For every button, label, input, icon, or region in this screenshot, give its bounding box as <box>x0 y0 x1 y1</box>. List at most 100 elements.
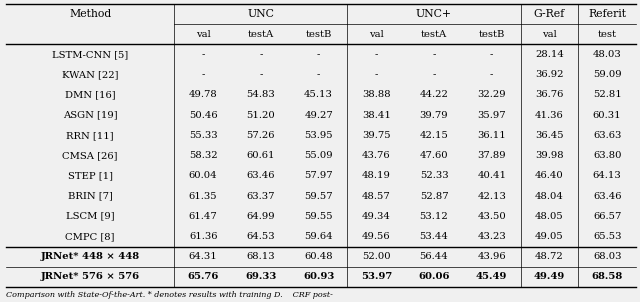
Text: 60.48: 60.48 <box>304 252 333 261</box>
Text: -: - <box>490 50 493 59</box>
Text: 59.55: 59.55 <box>304 212 333 221</box>
Text: val: val <box>196 30 211 39</box>
Text: 48.72: 48.72 <box>535 252 564 261</box>
Text: -: - <box>202 70 205 79</box>
Text: UNC: UNC <box>248 9 275 19</box>
Text: 39.98: 39.98 <box>535 151 564 160</box>
Text: 66.57: 66.57 <box>593 212 621 221</box>
Text: 48.57: 48.57 <box>362 191 390 201</box>
Text: -: - <box>433 50 436 59</box>
Text: 48.04: 48.04 <box>535 191 564 201</box>
Text: 39.79: 39.79 <box>420 111 449 120</box>
Text: 68.58: 68.58 <box>591 272 623 281</box>
Text: 63.63: 63.63 <box>593 131 621 140</box>
Text: -: - <box>490 70 493 79</box>
Text: 57.26: 57.26 <box>246 131 275 140</box>
Text: 63.80: 63.80 <box>593 151 621 160</box>
Text: 69.33: 69.33 <box>245 272 276 281</box>
Text: 60.04: 60.04 <box>189 171 218 180</box>
Text: 36.76: 36.76 <box>535 91 564 99</box>
Text: 49.49: 49.49 <box>534 272 565 281</box>
Text: 65.76: 65.76 <box>188 272 219 281</box>
Text: testA: testA <box>248 30 274 39</box>
Text: 53.12: 53.12 <box>420 212 449 221</box>
Text: 48.05: 48.05 <box>535 212 564 221</box>
Text: -: - <box>433 70 436 79</box>
Text: 42.15: 42.15 <box>420 131 449 140</box>
Text: test: test <box>598 30 617 39</box>
Text: 48.19: 48.19 <box>362 171 391 180</box>
Text: 46.40: 46.40 <box>535 171 564 180</box>
Text: 60.93: 60.93 <box>303 272 334 281</box>
Text: 42.13: 42.13 <box>477 191 506 201</box>
Text: UNC+: UNC+ <box>416 9 452 19</box>
Text: 59.64: 59.64 <box>304 232 333 241</box>
Text: 60.31: 60.31 <box>593 111 621 120</box>
Text: 60.61: 60.61 <box>246 151 275 160</box>
Text: 37.89: 37.89 <box>477 151 506 160</box>
Text: Referit: Referit <box>588 9 626 19</box>
Text: val: val <box>369 30 384 39</box>
Text: 38.88: 38.88 <box>362 91 390 99</box>
Text: RRN [11]: RRN [11] <box>67 131 114 140</box>
Text: DMN [16]: DMN [16] <box>65 91 115 99</box>
Text: 61.47: 61.47 <box>189 212 218 221</box>
Text: 52.87: 52.87 <box>420 191 449 201</box>
Text: G-Ref: G-Ref <box>534 9 565 19</box>
Text: 55.09: 55.09 <box>304 151 333 160</box>
Text: 47.60: 47.60 <box>420 151 449 160</box>
Text: 52.33: 52.33 <box>420 171 449 180</box>
Text: KWAN [22]: KWAN [22] <box>62 70 118 79</box>
Text: -: - <box>317 70 320 79</box>
Text: 57.97: 57.97 <box>304 171 333 180</box>
Text: 44.22: 44.22 <box>420 91 449 99</box>
Text: 49.56: 49.56 <box>362 232 390 241</box>
Text: 41.36: 41.36 <box>535 111 564 120</box>
Text: 64.13: 64.13 <box>593 171 621 180</box>
Text: testB: testB <box>305 30 332 39</box>
Text: 36.11: 36.11 <box>477 131 506 140</box>
Text: 53.44: 53.44 <box>420 232 449 241</box>
Text: 63.46: 63.46 <box>593 191 621 201</box>
Text: 43.96: 43.96 <box>477 252 506 261</box>
Text: JRNet* 576 × 576: JRNet* 576 × 576 <box>40 272 140 281</box>
Text: JRNet* 448 × 448: JRNet* 448 × 448 <box>40 252 140 261</box>
Text: -: - <box>374 70 378 79</box>
Text: 36.45: 36.45 <box>535 131 564 140</box>
Text: 45.13: 45.13 <box>304 91 333 99</box>
Text: STEP [1]: STEP [1] <box>68 171 113 180</box>
Text: Method: Method <box>69 9 111 19</box>
Text: 63.37: 63.37 <box>246 191 275 201</box>
Text: 45.49: 45.49 <box>476 272 508 281</box>
Text: 59.57: 59.57 <box>304 191 333 201</box>
Text: 49.78: 49.78 <box>189 91 218 99</box>
Text: 61.35: 61.35 <box>189 191 218 201</box>
Text: -: - <box>259 70 262 79</box>
Text: 51.20: 51.20 <box>246 111 275 120</box>
Text: 48.03: 48.03 <box>593 50 621 59</box>
Text: 53.95: 53.95 <box>304 131 333 140</box>
Text: ASGN [19]: ASGN [19] <box>63 111 118 120</box>
Text: 49.05: 49.05 <box>535 232 564 241</box>
Text: 43.23: 43.23 <box>477 232 506 241</box>
Text: LSTM-CNN [5]: LSTM-CNN [5] <box>52 50 128 59</box>
Text: 52.81: 52.81 <box>593 91 621 99</box>
Text: 55.33: 55.33 <box>189 131 218 140</box>
Text: CMSA [26]: CMSA [26] <box>63 151 118 160</box>
Text: 63.46: 63.46 <box>246 171 275 180</box>
Text: 39.75: 39.75 <box>362 131 390 140</box>
Text: -: - <box>317 50 320 59</box>
Text: 68.03: 68.03 <box>593 252 621 261</box>
Text: val: val <box>542 30 557 39</box>
Text: 43.76: 43.76 <box>362 151 390 160</box>
Text: 43.50: 43.50 <box>477 212 506 221</box>
Text: 40.41: 40.41 <box>477 171 506 180</box>
Text: testB: testB <box>479 30 505 39</box>
Text: -: - <box>202 50 205 59</box>
Text: 28.14: 28.14 <box>535 50 564 59</box>
Text: testA: testA <box>421 30 447 39</box>
Text: 56.44: 56.44 <box>420 252 449 261</box>
Text: 32.29: 32.29 <box>477 91 506 99</box>
Text: 61.36: 61.36 <box>189 232 218 241</box>
Text: 68.13: 68.13 <box>246 252 275 261</box>
